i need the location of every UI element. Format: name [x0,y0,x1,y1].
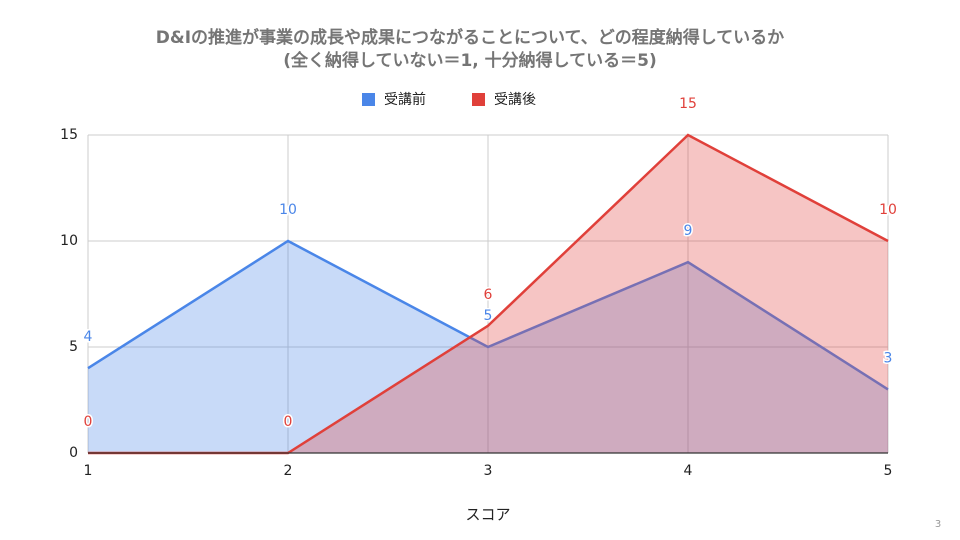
x-tick-label: 4 [684,463,693,479]
x-tick-label: 1 [84,463,93,479]
x-axis-title: スコア [465,506,510,524]
y-tick-label: 5 [69,339,78,355]
data-label: 15 [679,96,697,112]
y-tick-label: 15 [60,127,78,143]
data-label: 5 [484,308,493,324]
legend-label: 受講前 [384,91,426,108]
line [87,239,889,391]
data-label: 0 [84,414,93,430]
x-tick-label: 2 [284,463,293,479]
y-tick-label: 10 [60,233,78,249]
data-label: 3 [884,350,893,366]
data-label: 6 [484,287,493,303]
data-label: 10 [879,202,897,218]
x-tick-label: 5 [884,463,893,479]
legend-swatch [362,93,375,106]
chart-subtitle: (全く納得していない＝1, 十分納得している＝5) [283,50,657,71]
legend-label: 受講後 [494,92,536,108]
data-label: 0 [284,414,293,430]
y-tick-label: 0 [69,445,78,461]
x-tick-label: 3 [484,463,493,479]
data-label: 10 [279,202,297,218]
data-label: 9 [684,223,693,239]
area [88,135,888,453]
page-number: 3 [935,519,941,530]
chart-title: D&Iの推進が事業の成長や成果につながることについて、どの程度納得しているか [156,27,784,48]
data-label: 4 [84,329,93,345]
legend-swatch [472,93,485,106]
